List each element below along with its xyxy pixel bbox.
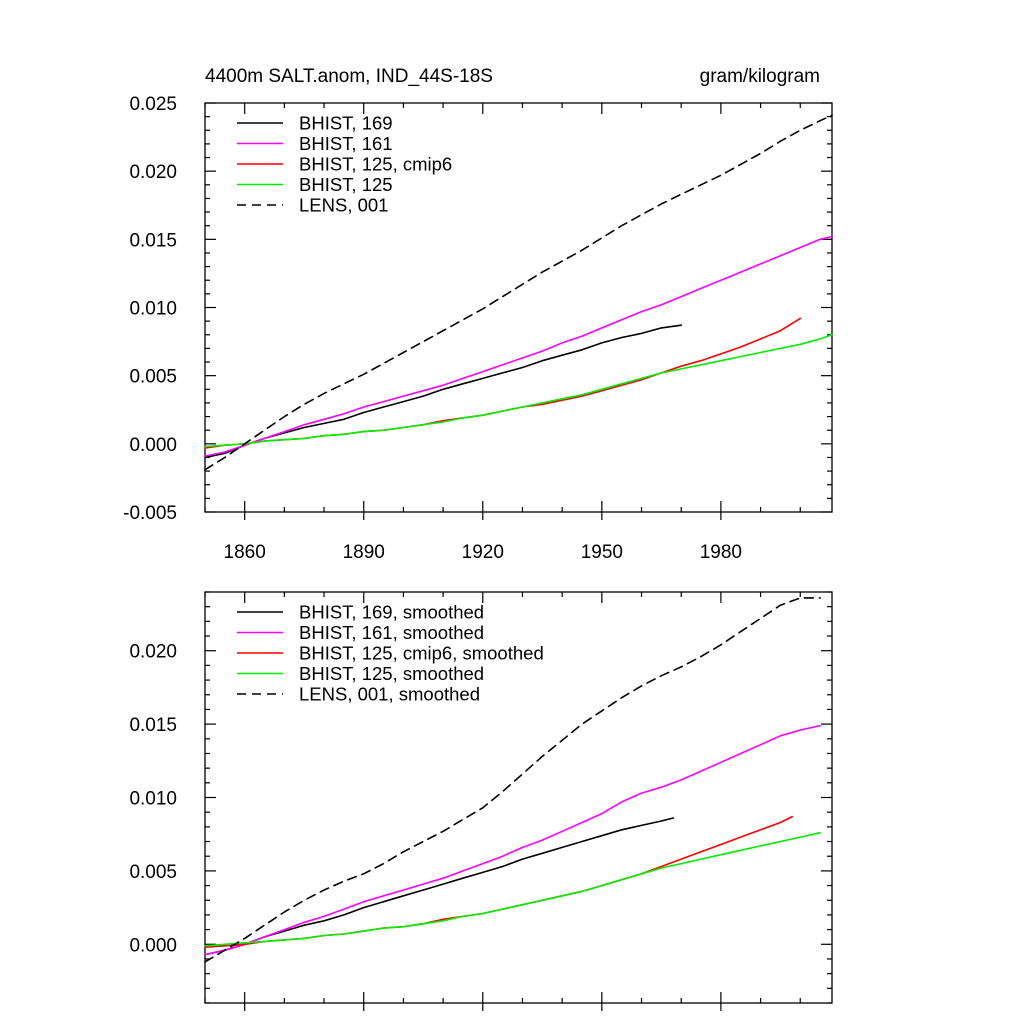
y-tick-label: 0.015 xyxy=(129,230,177,251)
legend-label: BHIST, 125, cmip6, smoothed xyxy=(299,643,544,664)
x-tick-label: 1950 xyxy=(581,542,623,563)
series-line xyxy=(204,831,821,947)
x-tick-label: 1920 xyxy=(462,542,504,563)
legend-label: BHIST, 169 xyxy=(299,113,393,134)
y-tick-label: 0.010 xyxy=(129,789,177,810)
y-tick-label: 0.015 xyxy=(129,715,177,736)
top-panel: 4400m SALT.anom, IND_44S-18S gram/kilogr… xyxy=(123,66,833,563)
legend-label: BHIST, 125 xyxy=(299,174,393,195)
y-tick-label: 0.025 xyxy=(129,94,177,115)
y-tick-label: 0.005 xyxy=(129,367,177,388)
legend-label: LENS, 001 xyxy=(299,195,388,216)
series-line xyxy=(204,235,833,457)
y-tick-label: 0.020 xyxy=(129,162,177,183)
series-line xyxy=(204,815,794,948)
series-line xyxy=(204,324,682,459)
y-tick-label: 0.005 xyxy=(129,862,177,883)
y-tick-label: 0.000 xyxy=(129,935,177,956)
chart-title: 4400m SALT.anom, IND_44S-18S xyxy=(205,66,493,87)
x-tick-label: 1860 xyxy=(224,542,266,563)
x-tick-label: 1890 xyxy=(343,542,385,563)
series-line xyxy=(204,817,675,956)
legend-label: BHIST, 125, cmip6 xyxy=(299,154,452,175)
y-tick-label: -0.005 xyxy=(123,503,177,524)
legend-label: BHIST, 161, smoothed xyxy=(299,622,484,643)
legend-label: BHIST, 125, smoothed xyxy=(299,663,484,684)
legend-label: LENS, 001, smoothed xyxy=(299,684,480,705)
series-line xyxy=(204,597,821,963)
y-tick-label: 0.000 xyxy=(129,435,177,456)
bottom-panel: 0.000 0.005 0.010 0.015 0.020 BHIST, 169, smo… xyxy=(129,591,833,1011)
series-line xyxy=(204,334,833,448)
legend-label: BHIST, 169, smoothed xyxy=(299,602,484,623)
y-tick-label: 0.010 xyxy=(129,299,177,320)
x-tick-label: 1980 xyxy=(700,542,742,563)
series-line xyxy=(204,114,833,471)
series-line xyxy=(204,724,821,956)
y-tick-label: 0.020 xyxy=(129,642,177,663)
chart-units: gram/kilogram xyxy=(700,66,820,87)
legend-label: BHIST, 161 xyxy=(299,133,393,154)
